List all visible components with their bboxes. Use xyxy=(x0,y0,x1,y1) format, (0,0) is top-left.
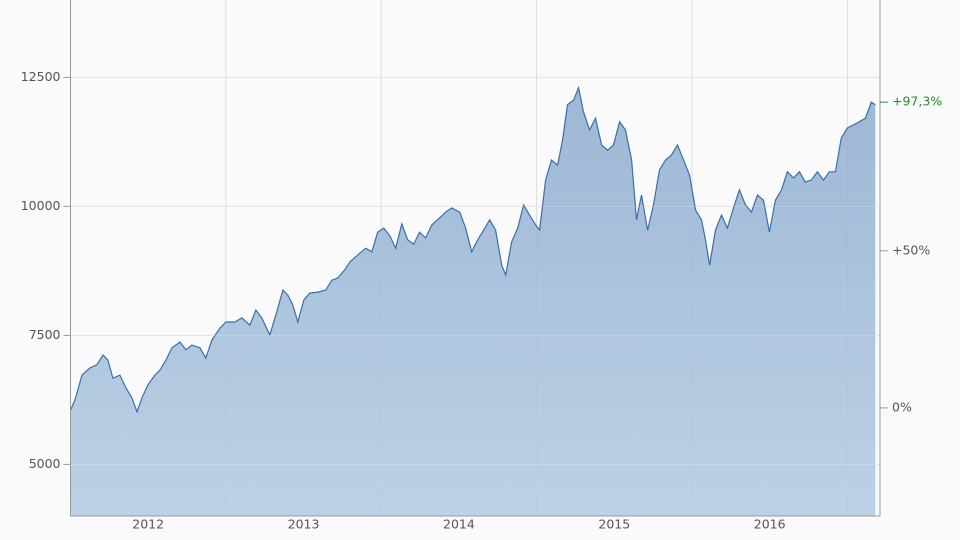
y2-tick-label: 0% xyxy=(892,399,912,414)
x-tick-label: 2015 xyxy=(598,517,630,532)
area xyxy=(70,87,876,516)
y-tick-label: 12500 xyxy=(21,69,61,84)
y-tick-label: 10000 xyxy=(21,198,61,213)
y2-tick-label: +50% xyxy=(892,242,930,257)
y-tick-label: 7500 xyxy=(29,327,61,342)
x-tick-label: 2013 xyxy=(288,517,320,532)
y2-tick-label: +97,3% xyxy=(892,94,942,109)
x-tick-label: 2012 xyxy=(132,517,164,532)
x-tick-label: 2014 xyxy=(443,517,475,532)
line xyxy=(69,85,876,414)
x-tick-label: 2016 xyxy=(754,517,786,532)
y-tick-label: 5000 xyxy=(29,456,61,471)
